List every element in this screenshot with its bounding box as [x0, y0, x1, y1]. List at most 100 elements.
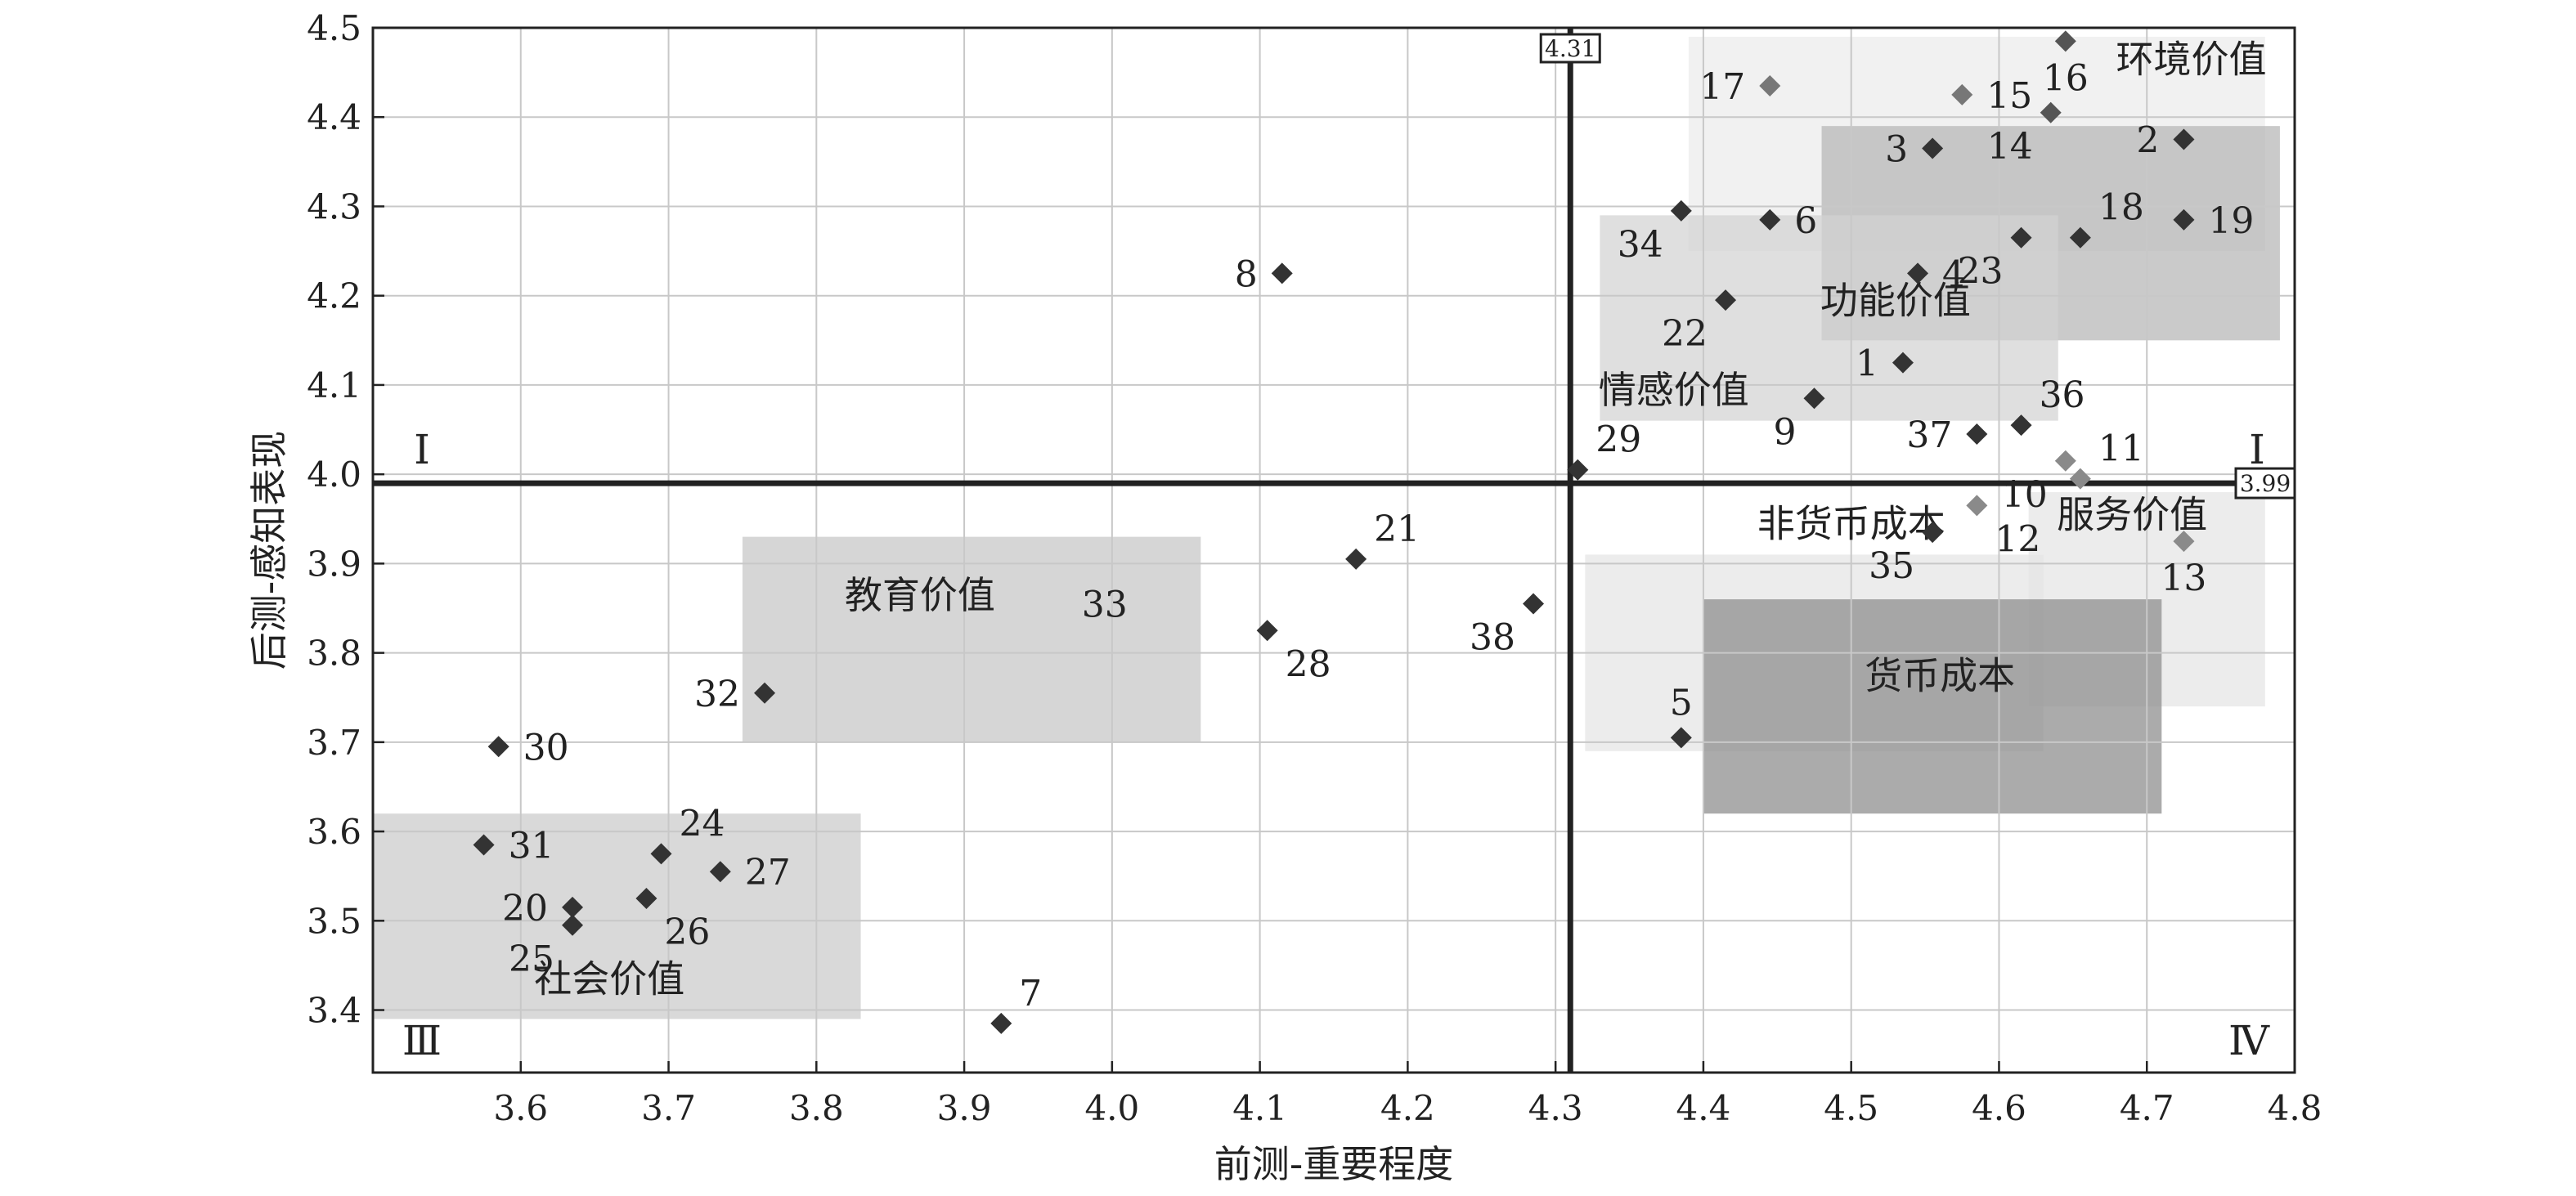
x-tick-label: 4.6	[1972, 1088, 2026, 1128]
data-point-label: 7	[1019, 973, 1042, 1015]
y-tick-label: 4.1	[307, 365, 361, 405]
data-point	[2173, 208, 2195, 231]
y-axis-label: 后测-感知表现	[247, 431, 291, 670]
data-point	[2173, 531, 2195, 553]
data-point	[2173, 128, 2195, 150]
data-point-label: 9	[1774, 411, 1797, 453]
data-point-label: 4	[1942, 253, 1965, 295]
data-point-label: 36	[2040, 374, 2085, 416]
x-reference-tag: 4.31	[1545, 35, 1595, 62]
data-point	[1670, 199, 1692, 222]
x-tick-label: 3.9	[937, 1088, 992, 1128]
data-point-label: 12	[1995, 518, 2040, 560]
data-point	[1256, 620, 1278, 642]
data-point-label: 6	[1794, 200, 1817, 242]
data-point	[754, 682, 776, 704]
y-tick-label: 4.2	[307, 276, 361, 316]
data-point-label: 16	[2043, 57, 2089, 99]
x-axis-label: 前测-重要程度	[1214, 1142, 1454, 1186]
data-point	[1892, 352, 1914, 374]
data-point	[473, 834, 495, 856]
data-point	[562, 914, 584, 936]
data-point-label: 30	[523, 727, 569, 768]
data-point-label: 1	[1856, 343, 1878, 385]
data-point	[1567, 459, 1589, 481]
data-point	[1759, 75, 1781, 96]
data-point-label: 13	[2161, 558, 2206, 599]
quadrant-layer: I I Ⅲ Ⅳ	[402, 426, 2270, 1064]
plot-frame	[371, 26, 2296, 1074]
data-point-label: 24	[680, 803, 725, 844]
data-point-label: 21	[1374, 508, 1420, 550]
data-point-label: 27	[745, 852, 791, 894]
x-tick-label: 4.2	[1380, 1088, 1435, 1128]
x-tick-label: 3.7	[641, 1088, 696, 1128]
data-point-label: 14	[1987, 126, 2033, 168]
data-point	[1922, 522, 1944, 544]
ticks-layer: 3.6 3.7 3.8 3.9 4.0 4.1 4.2 4.3 4.4 4.5 4.6 4.7 4.8 3…	[307, 8, 2322, 1128]
data-point-label: 20	[502, 888, 548, 929]
y-tick-label: 4.0	[307, 455, 361, 495]
data-point-label: 32	[694, 674, 740, 715]
data-point-label: 17	[1699, 66, 1745, 108]
region-box	[1703, 599, 2162, 814]
data-point	[2010, 226, 2032, 249]
region-box	[742, 536, 1201, 742]
data-point	[2010, 414, 2032, 437]
y-tick-label: 3.5	[307, 901, 361, 941]
quadrant-label: I	[2249, 426, 2265, 473]
reference-layer: 4.31 3.99	[373, 28, 2296, 1073]
data-point	[1803, 387, 1825, 410]
data-point	[1966, 423, 1988, 445]
data-point	[1966, 495, 1988, 517]
y-tick-label: 4.4	[307, 97, 361, 137]
data-point	[2069, 468, 2091, 490]
region-label: 非货币成本	[1757, 502, 1945, 546]
data-point-label: 38	[1470, 617, 1515, 659]
data-point-label: 22	[1662, 313, 1708, 355]
x-tick-label: 4.3	[1528, 1088, 1583, 1128]
y-tick-label: 3.7	[307, 723, 361, 763]
region-label: 货币成本	[1865, 653, 2015, 697]
x-tick-label: 4.7	[2120, 1088, 2174, 1128]
x-reference-tag-box	[1539, 33, 1601, 64]
region-label: 功能价值	[1820, 279, 1971, 323]
y-tick-label: 3.6	[307, 812, 361, 852]
data-point	[1922, 137, 1944, 159]
x-tick-label: 4.5	[1824, 1088, 1878, 1128]
y-tick-label: 3.8	[307, 634, 361, 674]
data-point	[1670, 727, 1692, 749]
data-point	[562, 896, 584, 918]
data-point	[1345, 548, 1367, 570]
data-point	[709, 861, 731, 883]
data-point-label: 23	[1958, 251, 2004, 293]
quadrant-label: Ⅳ	[2228, 1017, 2270, 1064]
quadrant-label: Ⅲ	[402, 1017, 442, 1064]
data-point-label: 34	[1618, 224, 1663, 266]
data-point-label: 31	[509, 825, 554, 867]
y-tick-label: 4.3	[307, 186, 361, 226]
data-point	[990, 1012, 1012, 1034]
data-point	[2040, 101, 2062, 123]
data-point-label: 11	[2098, 428, 2144, 470]
x-tick-label: 3.6	[493, 1088, 548, 1128]
region-box	[1600, 215, 2058, 421]
data-point	[1907, 262, 1929, 284]
region-box	[373, 813, 861, 1019]
grid-layer	[373, 28, 2295, 1073]
data-point	[1715, 289, 1737, 311]
data-point-label: 3	[1885, 128, 1908, 170]
x-tick-label: 4.1	[1232, 1088, 1287, 1128]
y-reference-tag: 3.99	[2240, 470, 2291, 497]
data-point	[2054, 30, 2076, 52]
data-point	[2054, 450, 2076, 472]
data-point-label: 35	[1869, 545, 1914, 587]
region-label: 环境价值	[2116, 38, 2266, 82]
data-point-label: 26	[664, 912, 710, 953]
data-point-label: 28	[1286, 643, 1331, 685]
y-tick-label: 3.4	[307, 991, 361, 1031]
regions-layer	[373, 36, 2280, 1019]
data-point	[1759, 208, 1781, 231]
y-reference-tag-box	[2234, 467, 2296, 499]
